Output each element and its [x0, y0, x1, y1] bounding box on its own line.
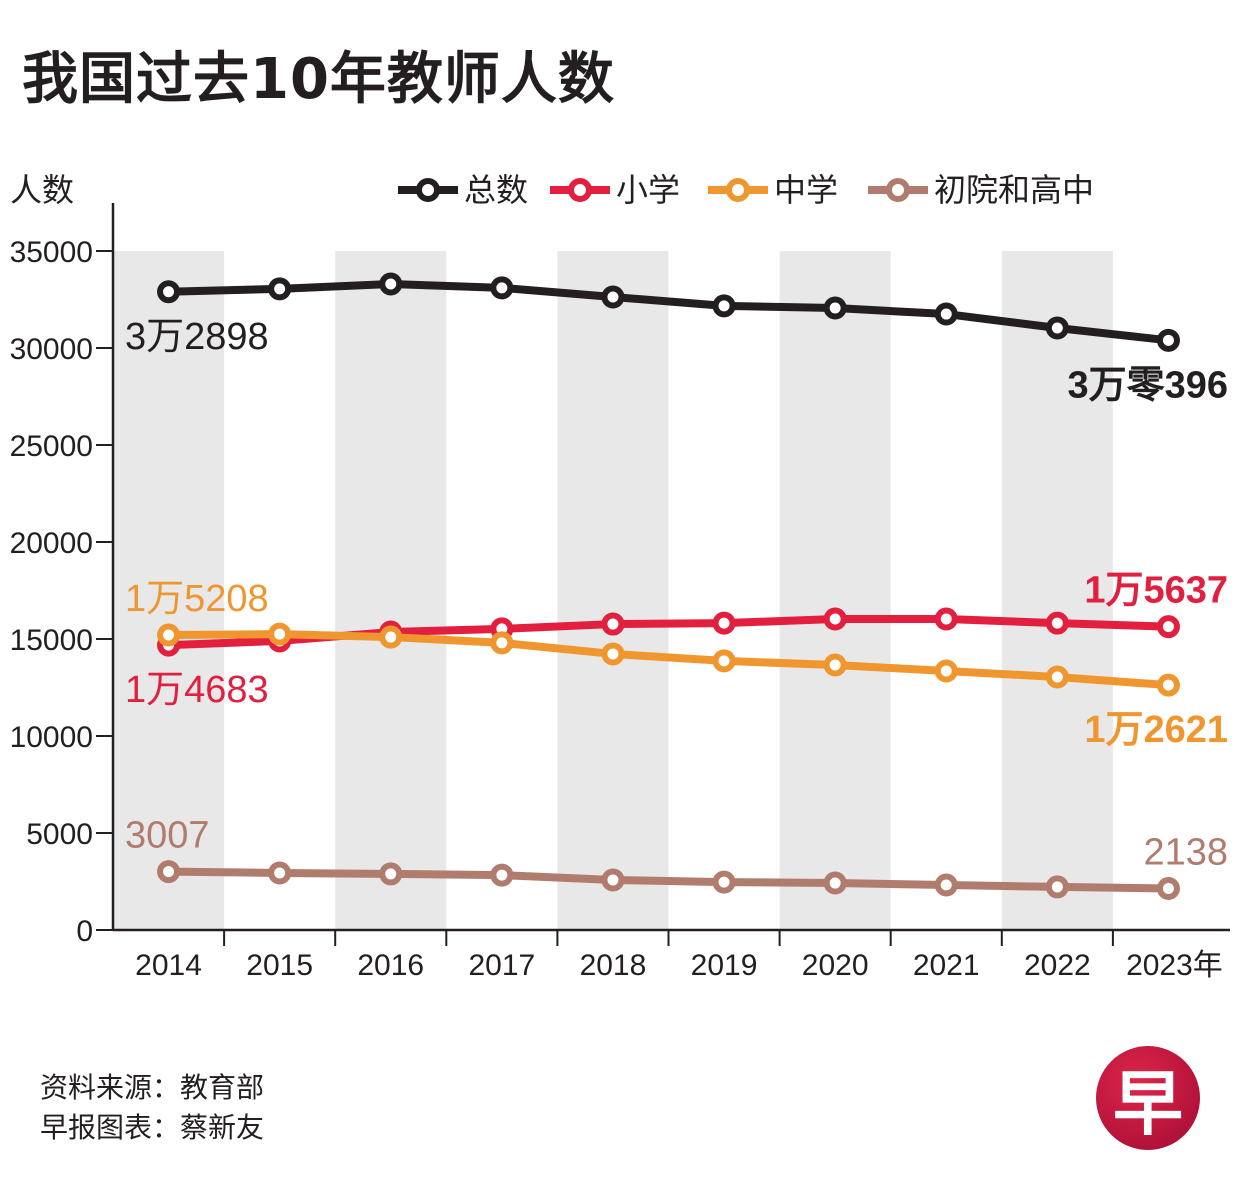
- legend-label-total: 总数: [464, 171, 529, 209]
- legend-swatch-secondary-icon: [708, 178, 768, 202]
- data-point: [823, 871, 847, 895]
- legend-item-total: 总数: [396, 168, 528, 212]
- data-label: 3万零396: [1067, 364, 1228, 406]
- data-point: [712, 611, 736, 635]
- data-point: [1045, 875, 1069, 899]
- legend-label-primary: 小学: [616, 171, 681, 209]
- x-tick-label: 2015: [246, 949, 313, 982]
- data-point: [1045, 665, 1069, 689]
- data-point: [934, 302, 958, 326]
- x-tick-label: 2020: [802, 949, 869, 982]
- data-point: [268, 277, 292, 301]
- legend-label-jc-high: 初院和高中: [934, 171, 1095, 209]
- data-point: [712, 294, 736, 318]
- y-tick-label: 30000: [10, 333, 93, 366]
- data-point: [712, 649, 736, 673]
- series-line-3: [164, 867, 1173, 893]
- column-band: [557, 251, 669, 930]
- legend-item-jc-high: 初院和高中: [866, 168, 1094, 212]
- y-axis-label: 人数: [10, 171, 75, 209]
- y-tick-label: 25000: [10, 430, 93, 463]
- data-point: [934, 659, 958, 683]
- x-tick-label: 2022: [1024, 949, 1091, 982]
- data-point: [823, 296, 847, 320]
- data-point: [1156, 877, 1180, 901]
- line-chart: 0 5000 10000 15000 20000 25000 30000 35000 2014 2…: [10, 203, 1230, 982]
- data-point: [490, 863, 514, 887]
- data-point: [1045, 316, 1069, 340]
- column-band: [1001, 251, 1113, 930]
- chart-title: 我国过去10年教师人数: [22, 47, 615, 112]
- y-tick-label: 35000: [10, 236, 93, 269]
- data-point: [823, 607, 847, 631]
- data-point: [1156, 673, 1180, 697]
- data-point: [379, 272, 403, 296]
- data-point: [490, 631, 514, 655]
- column-band: [335, 251, 447, 930]
- legend-swatch-primary-icon: [550, 178, 610, 202]
- data-point: [712, 870, 736, 894]
- data-label: 2138: [1143, 832, 1228, 874]
- data-point: [601, 285, 625, 309]
- y-tick-label: 15000: [10, 624, 93, 657]
- data-point: [379, 862, 403, 886]
- series-line-0: [164, 279, 1173, 345]
- y-tick-label: 5000: [26, 818, 93, 851]
- data-label: 1万5208: [125, 578, 269, 620]
- data-label: 1万4683: [125, 669, 269, 711]
- legend-swatch-total-icon: [398, 178, 458, 202]
- column-band: [779, 251, 891, 930]
- data-point: [934, 607, 958, 631]
- legend-item-secondary: 中学: [706, 168, 838, 212]
- zaobao-logo-icon: 早: [1096, 1046, 1200, 1150]
- data-point: [157, 280, 181, 304]
- data-point: [601, 868, 625, 892]
- data-point: [157, 860, 181, 884]
- data-label: 1万2621: [1084, 709, 1228, 751]
- data-label: 1万5637: [1084, 570, 1228, 612]
- legend-label-secondary: 中学: [774, 171, 839, 209]
- x-tick-label: 2016: [357, 949, 424, 982]
- y-tick-label: 0: [76, 915, 93, 948]
- data-point: [268, 861, 292, 885]
- legend-swatch-jc-high-icon: [868, 178, 928, 202]
- y-tick-label: 20000: [10, 527, 93, 560]
- data-point: [379, 625, 403, 649]
- x-tick-label: 2017: [468, 949, 535, 982]
- x-tick-label: 2014: [135, 949, 202, 982]
- data-point: [934, 873, 958, 897]
- credit-note: 早报图表：蔡新友: [40, 1111, 265, 1144]
- source-note: 资料来源：教育部: [40, 1071, 265, 1104]
- data-point: [157, 623, 181, 647]
- x-tick-label: 2018: [580, 949, 647, 982]
- data-label: 3万2898: [125, 316, 269, 358]
- data-point: [601, 642, 625, 666]
- data-point: [601, 612, 625, 636]
- data-point: [1156, 615, 1180, 639]
- legend-item-primary: 小学: [548, 168, 680, 212]
- series-line-2: [164, 630, 1173, 690]
- x-tick-label: 2021: [913, 949, 980, 982]
- data-point: [490, 276, 514, 300]
- data-label: 3007: [125, 815, 210, 857]
- x-tick-label: 2023年: [1126, 949, 1223, 982]
- column-band: [113, 251, 225, 930]
- x-tick-label: 2019: [691, 949, 758, 982]
- data-point: [823, 653, 847, 677]
- y-tick-label: 10000: [10, 721, 93, 754]
- data-point: [1045, 611, 1069, 635]
- data-point: [268, 622, 292, 646]
- data-point: [1156, 328, 1180, 352]
